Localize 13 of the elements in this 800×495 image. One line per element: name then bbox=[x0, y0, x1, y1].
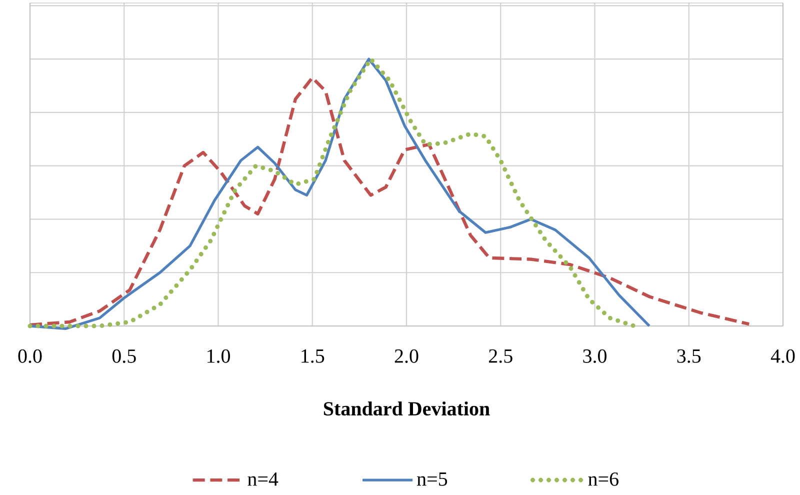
x-tick-label: 2.0 bbox=[394, 349, 418, 363]
legend-label: n=6 bbox=[588, 472, 618, 486]
x-tick-label: 2.5 bbox=[489, 349, 512, 363]
x-tick-label: 0.5 bbox=[112, 349, 136, 363]
legend-label: n=5 bbox=[417, 472, 448, 486]
legend-label: n=4 bbox=[248, 472, 278, 486]
x-tick-label: 1.5 bbox=[302, 349, 324, 363]
x-tick-label: 3.5 bbox=[677, 349, 701, 363]
x-tick-label: 3.0 bbox=[583, 349, 606, 363]
x-axis-title: Standard Deviation bbox=[324, 401, 490, 416]
x-tick-label: 1.0 bbox=[208, 349, 230, 363]
x-tick-label: 4.0 bbox=[770, 349, 795, 363]
x-tick-label: 0.0 bbox=[18, 349, 42, 363]
